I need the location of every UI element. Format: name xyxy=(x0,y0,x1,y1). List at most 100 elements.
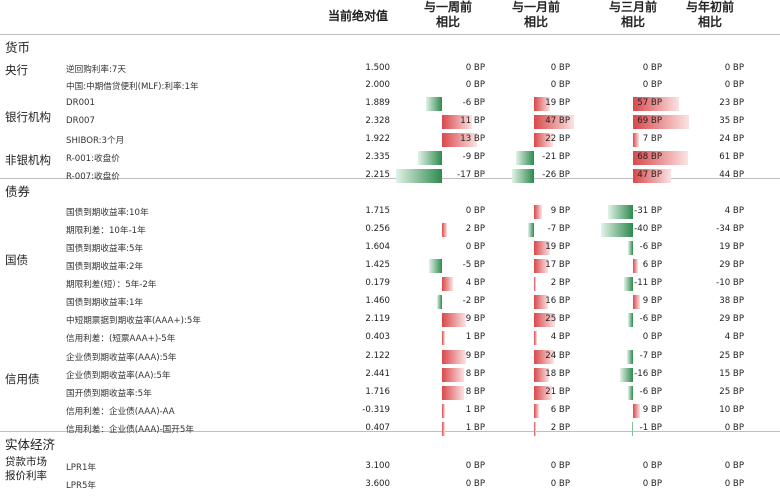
change-value-q: 0 BP xyxy=(642,63,662,73)
change-value-w: 9 BP xyxy=(465,314,485,324)
change-bar-m xyxy=(534,277,536,291)
change-value-m: -7 BP xyxy=(547,224,570,234)
change-value-w: 0 BP xyxy=(465,63,485,73)
change-value-w: 13 BP xyxy=(460,134,485,144)
divider-top xyxy=(0,34,780,35)
current-value: 0.407 xyxy=(365,423,390,433)
change-bar-m xyxy=(534,115,574,129)
change-bar-w xyxy=(442,223,448,237)
change-value-q: 69 BP xyxy=(637,116,662,126)
change-value-w: 0 BP xyxy=(465,80,485,90)
change-bar-m xyxy=(534,205,542,219)
current-value: 2.328 xyxy=(365,116,390,126)
current-value: 2.000 xyxy=(365,80,390,90)
row-label: 信用利差：企业债(AAA)-AA xyxy=(66,407,175,417)
change-bar-m xyxy=(511,169,534,183)
change-value-q: 0 BP xyxy=(642,332,662,342)
change-bar-w xyxy=(442,350,467,364)
current-value: 0.256 xyxy=(365,224,390,234)
change-bar-q xyxy=(633,151,689,165)
row-label: DR007 xyxy=(66,116,95,126)
current-value: 3.600 xyxy=(365,479,390,489)
current-value: 1.604 xyxy=(365,242,390,252)
current-value: 2.215 xyxy=(365,170,390,180)
change-value-y: 0 BP xyxy=(724,80,744,90)
current-value: 2.119 xyxy=(365,314,390,324)
header-month-line1: 与一月前 xyxy=(511,0,560,14)
change-value-m: 19 BP xyxy=(545,98,570,108)
change-value-y: 4 BP xyxy=(724,332,744,342)
change-bar-m xyxy=(534,404,540,418)
change-bar-w xyxy=(442,422,445,436)
change-value-q: 6 BP xyxy=(642,260,662,270)
current-value: 1.716 xyxy=(365,387,390,397)
change-value-w: 2 BP xyxy=(465,224,485,234)
change-value-m: 21 BP xyxy=(545,387,570,397)
change-value-y: 0 BP xyxy=(724,63,744,73)
change-value-y: 35 BP xyxy=(719,116,744,126)
change-value-w: -5 BP xyxy=(462,260,485,270)
change-value-m: 25 BP xyxy=(545,314,570,324)
change-value-w: -2 BP xyxy=(462,296,485,306)
change-value-m: 2 BP xyxy=(550,423,570,433)
change-bar-m xyxy=(534,422,536,436)
header-week-line1: 与一周前 xyxy=(423,0,472,14)
change-value-q: -16 BP xyxy=(634,369,662,379)
row-label: 期限利差：10年-1年 xyxy=(66,226,146,236)
change-bar-w xyxy=(442,277,453,291)
change-value-w: 9 BP xyxy=(465,351,485,361)
change-bar-q xyxy=(633,259,638,273)
change-bar-w xyxy=(417,151,442,165)
change-bar-w xyxy=(442,313,467,327)
current-value: 1.889 xyxy=(365,98,390,108)
change-value-q: -7 BP xyxy=(639,351,662,361)
change-value-y: 0 BP xyxy=(724,461,744,471)
change-value-y: 15 BP xyxy=(719,369,744,379)
row-label: 期限利差(短）：5年-2年 xyxy=(66,280,157,290)
change-value-q: 9 BP xyxy=(642,296,662,306)
change-bar-q xyxy=(633,404,641,418)
change-value-q: 0 BP xyxy=(642,461,662,471)
change-bar-q xyxy=(632,422,633,436)
change-bar-q xyxy=(633,169,672,183)
group-lpr: 贷款市场 报价利率 xyxy=(5,455,47,483)
change-value-q: -6 BP xyxy=(639,314,662,324)
change-bar-w xyxy=(436,295,442,309)
change-value-w: 4 BP xyxy=(465,278,485,288)
row-label: 国开债到期收益率:5年 xyxy=(66,389,152,399)
change-bar-m xyxy=(534,259,549,273)
current-value: 2.441 xyxy=(365,369,390,379)
change-value-y: -10 BP xyxy=(716,278,744,288)
change-value-w: 8 BP xyxy=(465,369,485,379)
change-bar-m xyxy=(534,97,551,111)
current-value: -0.319 xyxy=(362,405,390,415)
change-value-m: 2 BP xyxy=(550,278,570,288)
change-value-y: 19 BP xyxy=(719,242,744,252)
change-bar-w xyxy=(396,169,442,183)
change-bar-m xyxy=(534,350,555,364)
header-current: 当前绝对值 xyxy=(327,9,388,23)
change-value-q: -6 BP xyxy=(639,242,662,252)
change-bar-w xyxy=(442,386,464,400)
change-bar-w xyxy=(442,331,445,345)
change-value-w: -17 BP xyxy=(457,170,485,180)
group-lpr-line1: 贷款市场 xyxy=(5,456,47,468)
change-bar-q xyxy=(633,133,639,147)
change-value-m: 4 BP xyxy=(550,332,570,342)
change-value-y: 0 BP xyxy=(724,479,744,489)
change-value-q: 57 BP xyxy=(637,98,662,108)
change-value-w: 0 BP xyxy=(465,206,485,216)
change-bar-q xyxy=(620,368,633,382)
change-bar-q xyxy=(628,241,633,255)
change-value-m: 22 BP xyxy=(545,134,570,144)
change-value-y: 44 BP xyxy=(719,170,744,180)
current-value: 2.122 xyxy=(365,351,390,361)
change-bar-m xyxy=(534,241,551,255)
row-label: SHIBOR:3个月 xyxy=(66,136,125,146)
change-bar-q xyxy=(624,277,633,291)
change-bar-w xyxy=(425,97,442,111)
change-value-m: 18 BP xyxy=(545,369,570,379)
group-central: 央行 xyxy=(5,63,28,77)
change-value-y: 10 BP xyxy=(719,405,744,415)
current-value: 1.460 xyxy=(365,296,390,306)
